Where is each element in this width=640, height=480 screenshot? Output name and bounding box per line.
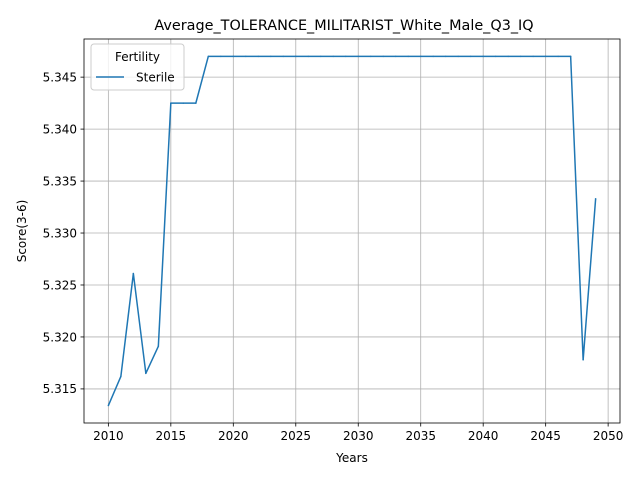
- data-point: [569, 55, 572, 58]
- x-tick-label: 2010: [93, 429, 124, 443]
- y-tick-label: 5.315: [43, 382, 77, 396]
- legend: Fertility Sterile: [90, 43, 185, 91]
- legend-label-sterile: Sterile: [136, 71, 175, 85]
- x-tick-label: 2025: [281, 429, 312, 443]
- x-axis-ticks: 2010 2015 2020 2025 2030 2035 2040 2045 2050: [93, 423, 623, 443]
- x-axis-label: Years: [335, 451, 368, 465]
- data-point: [195, 102, 197, 104]
- data-point: [482, 55, 484, 58]
- data-point: [145, 372, 147, 375]
- data-point: [507, 55, 509, 58]
- plot-area: 2010 2015 2020 2025 2030 2035 2040 2045 2050 5.3…: [43, 38, 623, 443]
- x-tick-label: 2045: [530, 429, 561, 443]
- data-point: [432, 55, 434, 58]
- x-tick-label: 2015: [156, 429, 187, 443]
- data-point: [594, 197, 597, 200]
- legend-box: [90, 43, 185, 91]
- data-point: [282, 55, 285, 58]
- grid: [84, 39, 620, 423]
- legend-title: Fertility: [115, 50, 160, 64]
- x-tick-label: 2035: [405, 429, 436, 443]
- y-tick-label: 5.335: [43, 174, 77, 188]
- series-line-sterile: [107, 55, 597, 406]
- data-point: [182, 102, 185, 104]
- chart-title: Average_TOLERANCE_MILITARIST_White_Male_…: [154, 18, 533, 34]
- y-axis-label: Score(3-6): [15, 200, 29, 263]
- y-tick-label: 5.330: [43, 226, 77, 240]
- data-point: [394, 55, 397, 58]
- data-point: [532, 55, 534, 58]
- data-point: [307, 55, 310, 58]
- series-layer: [107, 55, 597, 407]
- data-point: [494, 55, 497, 58]
- data-point: [170, 102, 172, 104]
- data-point: [469, 55, 472, 58]
- data-point: [257, 55, 260, 58]
- data-point: [544, 55, 547, 58]
- data-point: [557, 55, 559, 58]
- data-point: [120, 375, 122, 378]
- data-point: [132, 272, 135, 275]
- y-axis-ticks: 5.315 5.320 5.325 5.330 5.335 5.340 5.345: [43, 70, 84, 396]
- plot-frame: [83, 38, 621, 424]
- y-tick-label: 5.345: [43, 70, 77, 84]
- x-tick-label: 2040: [468, 429, 499, 443]
- data-point: [107, 404, 110, 407]
- data-point: [369, 55, 372, 58]
- data-point: [332, 55, 335, 58]
- data-point: [232, 55, 235, 58]
- data-point: [320, 55, 322, 58]
- data-point: [207, 55, 210, 58]
- data-point: [519, 55, 522, 58]
- x-tick-label: 2050: [593, 429, 624, 443]
- data-point: [582, 359, 584, 361]
- data-point: [457, 55, 459, 58]
- data-point: [382, 55, 384, 58]
- data-point: [357, 55, 359, 58]
- data-point: [419, 55, 422, 58]
- y-tick-label: 5.320: [43, 330, 77, 344]
- y-tick-label: 5.325: [43, 278, 77, 292]
- y-tick-label: 5.340: [43, 122, 77, 136]
- x-tick-label: 2020: [218, 429, 249, 443]
- x-tick-label: 2030: [343, 429, 374, 443]
- data-point: [270, 55, 272, 58]
- data-point: [220, 55, 222, 58]
- data-point: [157, 345, 160, 348]
- data-point: [444, 55, 447, 58]
- data-point: [295, 55, 297, 58]
- data-point: [345, 55, 347, 58]
- data-point: [245, 55, 247, 58]
- data-point: [407, 55, 409, 58]
